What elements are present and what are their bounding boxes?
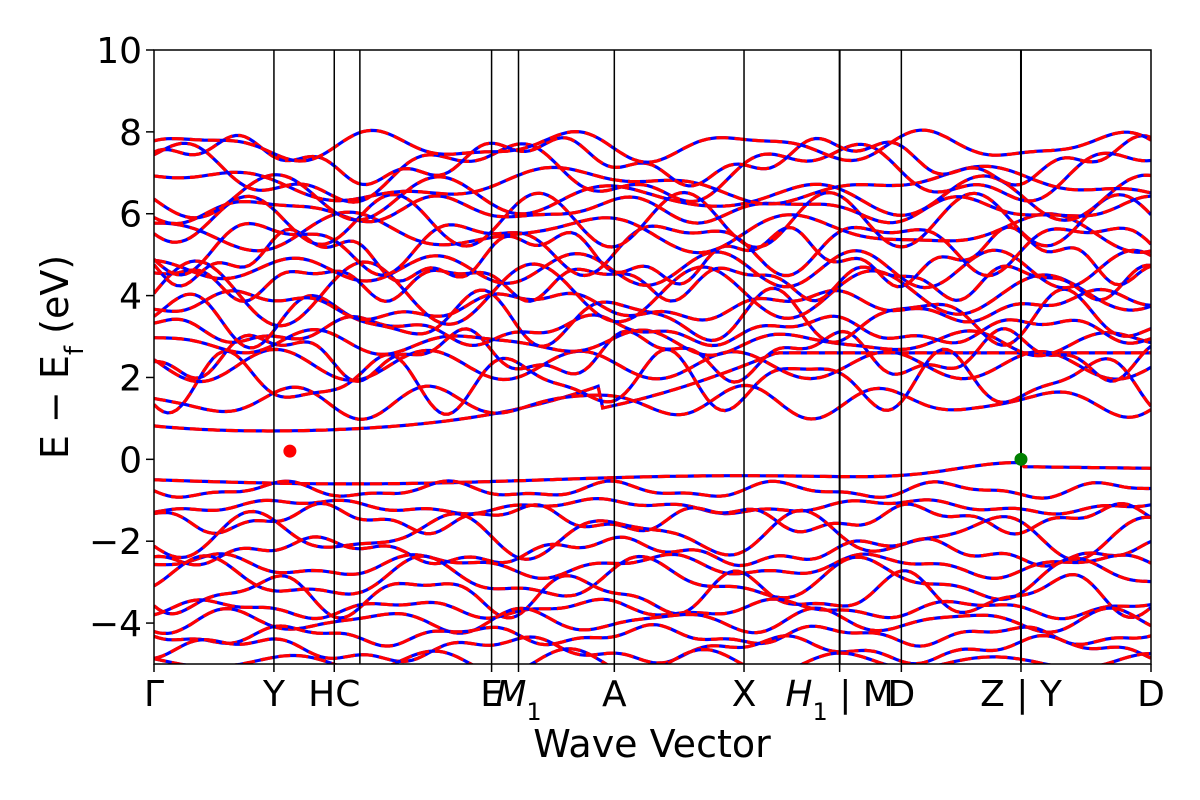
y-tick-label: −4 [89,604,142,645]
band-line-red [154,164,1151,206]
band-line-red [154,554,1151,602]
band-line-red [154,597,1151,621]
x-tick-label: D [887,674,915,715]
x-tick-label: HC [308,674,360,715]
bands-layer [154,128,1151,664]
band-edge-marker [1014,452,1028,466]
x-tick-label: X [732,674,757,715]
markers-layer [283,444,1028,466]
y-tick-label: 0 [119,440,142,481]
y-axis-ticks: −4 −2 0 2 4 6 8 10 [89,31,154,645]
band-line-red [154,496,1151,516]
band-line-red [154,128,1151,164]
plot-frame [153,49,1152,665]
x-tick-label: A [602,674,627,715]
band-line-red [154,552,1151,581]
band-line-red [154,647,1151,664]
band-line-red [154,347,1151,384]
y-tick-label: 4 [119,277,142,318]
x-tick-label: H1 | M [785,674,893,726]
band-line-red [154,535,1151,568]
band-line-red [154,460,1151,486]
x-tick-label: Y [262,674,286,715]
x-tick-label: Z | Y [980,674,1063,715]
band-line-red [154,141,1151,204]
x-tick-label: Γ [144,674,164,715]
x-axis-title: Wave Vector [533,722,771,766]
band-line-red [154,351,1151,433]
band-line-red [154,347,1151,416]
band-line-red [154,259,1151,328]
band-line-red [154,263,1151,303]
band-line-red [154,248,1151,290]
band-line-red [154,606,1151,635]
y-tick-label: 2 [119,358,142,399]
band-line-blue [154,460,1151,486]
band-line-blue [154,633,1151,664]
band-line-red [154,622,1151,648]
y-tick-label: 10 [96,31,142,72]
band-line-red [154,173,1151,222]
y-tick-label: −2 [89,522,142,563]
band-line-red [154,194,1151,226]
y-tick-label: 8 [119,113,142,154]
band-line-red [154,225,1151,289]
band-line-red [154,383,1151,421]
band-line-red [154,221,1151,278]
band-edge-marker [283,444,297,458]
band-line-red [154,313,1151,348]
x-tick-label: M1 [495,674,541,726]
x-tick-label: E [480,674,503,715]
kpoint-lines [273,50,1022,664]
y-axis-title: E − Ef (eV) [33,255,90,459]
band-line-red [154,190,1151,249]
band-line-red [154,133,1151,188]
band-line-red [154,210,1151,255]
band-line-red [154,508,1151,562]
band-line-red [154,327,1151,384]
x-tick-label: D [1137,674,1165,715]
y-tick-label: 6 [119,195,142,236]
band-line-red [154,479,1151,500]
band-line-red [154,287,1151,324]
